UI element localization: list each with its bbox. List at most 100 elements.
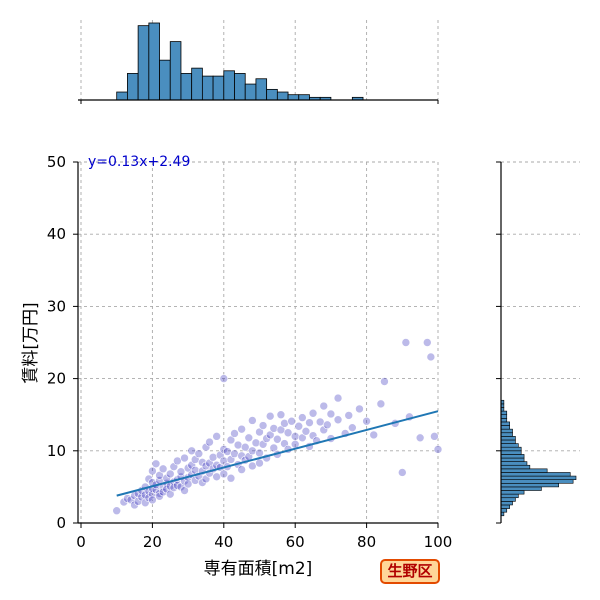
scatter-point	[180, 453, 189, 463]
top-hist-bar	[223, 70, 235, 101]
top-hist-bar	[169, 41, 182, 101]
right-hist-bar	[500, 439, 516, 444]
scatter-point	[319, 401, 329, 411]
top-hist-bar	[191, 67, 203, 101]
scatter-point	[240, 442, 250, 452]
right-hist-bar	[500, 418, 508, 423]
y-tick-label: 40	[47, 225, 66, 243]
scatter-points	[112, 338, 443, 516]
scatter-point	[148, 495, 157, 505]
scatter-point	[205, 437, 214, 447]
scatter-point	[165, 469, 175, 479]
scatter-point	[148, 466, 157, 476]
scatter-point	[155, 491, 164, 501]
scatter-point	[233, 440, 243, 450]
scatter-point	[255, 448, 264, 458]
scatter-point	[308, 431, 318, 440]
right-hist-bar	[500, 482, 559, 488]
scatter-point	[219, 469, 229, 479]
scatter-point	[344, 411, 354, 420]
right-hist-bar	[500, 464, 531, 470]
right-hist-bar	[500, 446, 522, 452]
region-badge: 生野区	[380, 559, 440, 584]
scatter-point	[158, 487, 168, 497]
regression-equation: y=0.13x+2.49	[88, 154, 190, 170]
scatter-point	[255, 458, 264, 468]
scatter-point	[226, 473, 236, 483]
scatter-point	[126, 495, 136, 505]
scatter-point	[426, 352, 436, 362]
right-histogram	[496, 161, 580, 524]
x-axis-title: 専有面積[m2]	[204, 559, 313, 579]
scatter-point	[201, 442, 211, 452]
top-hist-bar	[127, 73, 139, 101]
scatter-point	[212, 472, 221, 482]
scatter-point	[422, 338, 432, 347]
right-hist-bar	[500, 450, 522, 455]
right-hist-bar	[500, 508, 508, 513]
y-axis-title: 賃料[万円]	[21, 302, 41, 383]
scatter-point	[319, 425, 329, 435]
top-hist-bar	[180, 73, 193, 101]
right-hist-bar	[500, 443, 519, 448]
right-hist-bars	[500, 399, 577, 517]
y-tick-label: 20	[47, 370, 66, 388]
top-histogram	[78, 20, 439, 104]
scatter-point	[187, 446, 196, 456]
main-axes	[77, 162, 438, 524]
scatter-point	[173, 456, 182, 466]
top-hist-bar	[137, 25, 150, 101]
right-hist-bar	[500, 414, 508, 419]
scatter-point	[248, 446, 257, 456]
right-hist-bar	[500, 454, 525, 459]
scatter-point	[280, 419, 289, 428]
scatter-point	[237, 424, 246, 434]
right-hist-bar	[500, 461, 528, 466]
scatter-point	[397, 468, 407, 477]
scatter-point	[355, 404, 364, 414]
top-hist-bar	[234, 73, 246, 101]
scatter-point	[183, 479, 193, 489]
scatter-point	[133, 497, 143, 506]
top-hist-bar	[244, 83, 257, 101]
right-hist-bar	[500, 432, 513, 437]
scatter-point	[162, 484, 171, 494]
scatter-point	[333, 393, 343, 403]
scatter-point	[369, 430, 379, 440]
right-hist-bar	[500, 486, 542, 491]
top-hist-bar	[255, 78, 268, 101]
top-hist-bar	[266, 88, 278, 101]
scatter-point	[376, 399, 386, 409]
scatter-point	[144, 474, 154, 484]
main-grid	[78, 161, 439, 523]
regression-line	[116, 410, 439, 497]
right-hist-bar	[500, 497, 516, 502]
scatter-point	[208, 452, 218, 462]
scatter-point	[230, 429, 239, 438]
x-tick-label: 40	[214, 533, 233, 551]
right-hist-bar	[500, 421, 510, 426]
right-hist-bar	[500, 490, 525, 495]
x-tick-label: 0	[76, 533, 86, 551]
scatter-point	[283, 428, 293, 438]
scatter-point	[248, 416, 257, 425]
scatter-point	[301, 427, 311, 436]
x-tick-label: 100	[424, 533, 453, 551]
x-tick-label: 20	[143, 533, 162, 551]
scatter-point	[265, 411, 275, 421]
x-tick-label: 80	[357, 533, 376, 551]
scatter-point	[362, 416, 371, 426]
right-hist-bar	[500, 468, 548, 473]
x-tick-label: 60	[286, 533, 305, 551]
right-hist-bar	[500, 493, 519, 499]
scatter-point	[223, 447, 232, 456]
scatter-point	[333, 415, 343, 425]
top-hist-bar	[116, 91, 128, 101]
y-tick-label: 50	[47, 153, 66, 171]
scatter-point	[308, 408, 318, 418]
scatter-point	[298, 413, 307, 422]
y-ticks: 0 10 20 30 40 50	[47, 153, 78, 532]
scatter-point	[251, 438, 261, 448]
right-hist-bar	[500, 428, 513, 434]
top-hist-bar	[201, 75, 214, 101]
